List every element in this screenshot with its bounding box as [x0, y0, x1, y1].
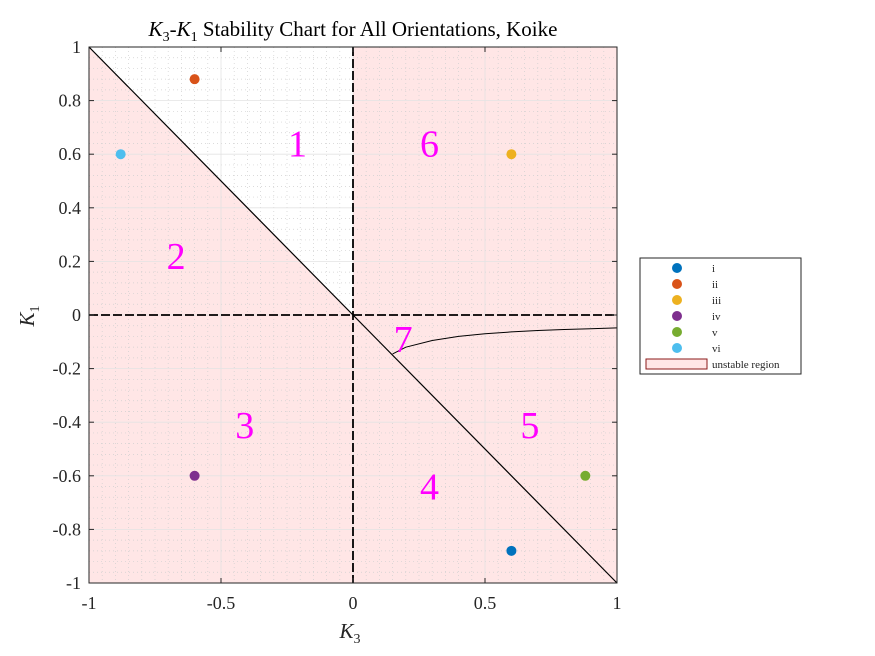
- region-label-6: 6: [420, 123, 439, 165]
- y-tick-label: -0.8: [53, 519, 82, 539]
- y-axis-label: K1: [15, 305, 43, 327]
- region-label-5: 5: [520, 405, 539, 447]
- data-points: [115, 74, 591, 556]
- y-tick-label: 0.2: [59, 251, 82, 271]
- x-tick-label: 1: [613, 593, 622, 613]
- legend-marker-iii: [672, 295, 682, 305]
- region-label-2: 2: [167, 236, 186, 278]
- legend-marker-v: [672, 327, 682, 337]
- x-tick-label: 0.5: [474, 593, 497, 613]
- y-tick-label: -0.2: [53, 359, 82, 379]
- y-axis-ticks: -1 -0.8 -0.6 -0.4 -0.2 0 0.2 0.4 0.6 0.8 1: [53, 37, 617, 593]
- region-labels: 1 2 3 4 5 6 7: [167, 123, 540, 508]
- legend-marker-unstable-region: [645, 358, 708, 370]
- legend-label-vi: vi: [712, 343, 721, 355]
- legend-label-i: i: [712, 263, 715, 275]
- y-tick-label: 0.4: [59, 198, 82, 218]
- legend-marker-ii: [672, 279, 682, 289]
- x-tick-label: 0: [349, 593, 358, 613]
- y-tick-label: 1: [72, 37, 81, 57]
- legend-label-ii: ii: [712, 279, 718, 291]
- y-tick-label: 0.8: [59, 91, 82, 111]
- legend-marker-iv: [672, 311, 682, 321]
- y-tick-label: -0.6: [53, 466, 82, 486]
- x-tick-label: -0.5: [207, 593, 236, 613]
- y-tick-label: -0.4: [53, 412, 82, 432]
- stability-boundaries: [88, 46, 618, 584]
- region-label-3: 3: [235, 405, 254, 447]
- data-point-iii: [506, 149, 517, 160]
- data-point-i: [506, 545, 517, 556]
- legend-marker-i: [672, 263, 682, 273]
- curved-boundary: [392, 327, 618, 355]
- y-tick-label: 0: [72, 305, 81, 325]
- data-point-ii: [189, 74, 200, 85]
- x-axis-ticks: -1 -0.5 0 0.5 1: [82, 47, 622, 613]
- chart-title: K3-K1 Stability Chart for All Orientatio…: [148, 17, 558, 45]
- x-axis-label: K3: [338, 619, 360, 647]
- legend-label-v: v: [712, 327, 718, 339]
- data-point-v: [580, 470, 591, 481]
- region-label-4: 4: [420, 467, 439, 509]
- legend-label-unstable-region: unstable region: [712, 359, 780, 371]
- region-label-1: 1: [288, 123, 307, 165]
- x-tick-label: -1: [82, 593, 97, 613]
- y-tick-label: 0.6: [59, 144, 82, 164]
- y-tick-label: -1: [66, 573, 81, 593]
- legend-label-iv: iv: [712, 311, 721, 323]
- legend-marker-vi: [672, 343, 682, 353]
- data-point-vi: [115, 149, 126, 160]
- legend-label-iii: iii: [712, 295, 721, 307]
- region-label-7: 7: [394, 319, 413, 361]
- legend-box: [639, 257, 802, 375]
- data-point-iv: [189, 470, 200, 481]
